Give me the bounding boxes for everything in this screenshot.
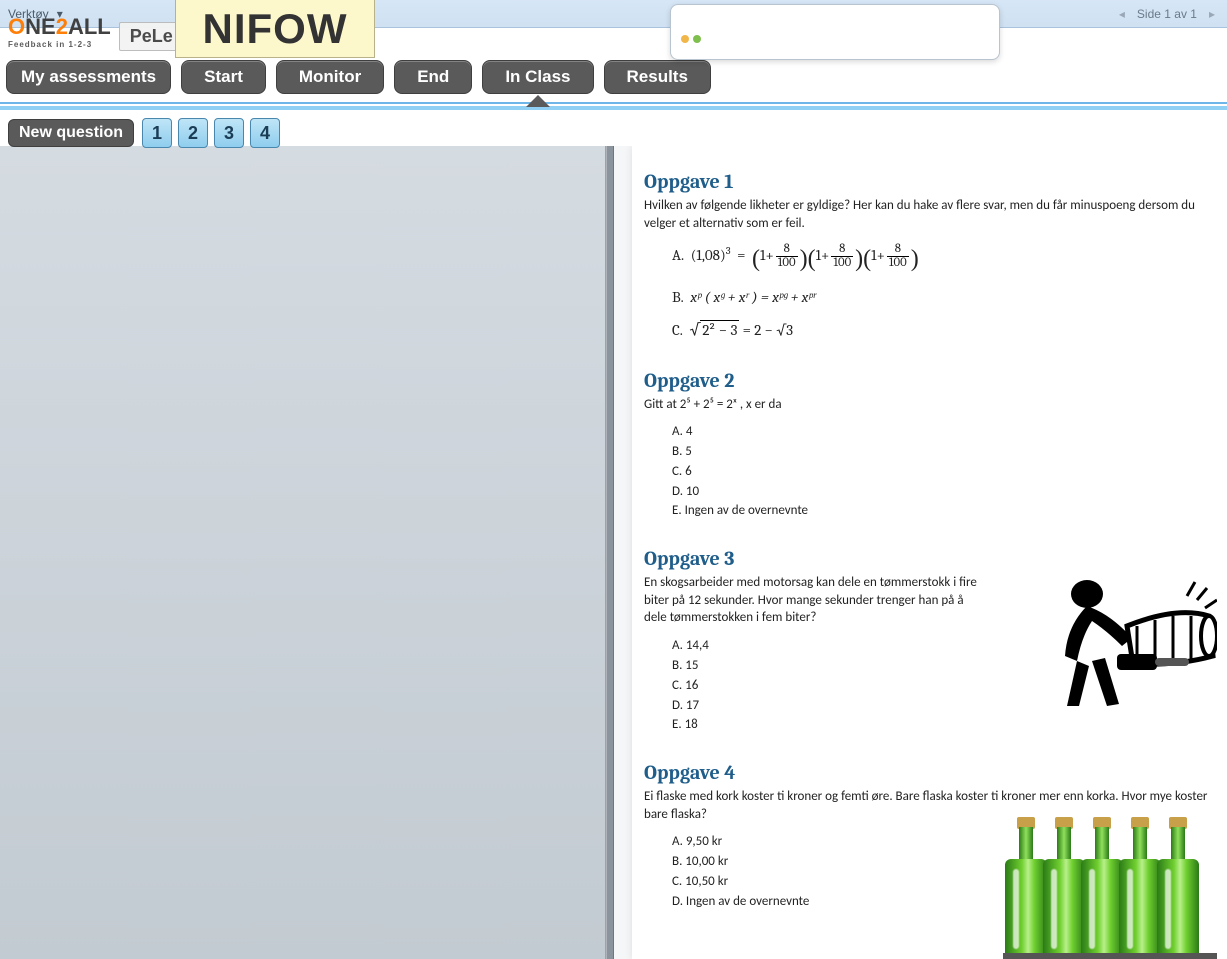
bottle-4 [1119, 809, 1161, 959]
new-question-button[interactable]: New question [8, 119, 134, 147]
opp1-option-c: C. √2² − 3 = 2 − √3 [672, 319, 1211, 343]
opp3-option-4: E. 18 [672, 716, 1211, 735]
bottles-shelf [1003, 953, 1217, 959]
tab-start[interactable]: Start [181, 60, 266, 94]
opp1-title: Oppgave 1 [644, 170, 1211, 193]
opp2-option-4: E. Ingen av de overnevnte [672, 502, 1211, 521]
main-split: Oppgave 1 Hvilken av følgende likheter e… [0, 146, 1227, 959]
split-gutter[interactable] [606, 146, 614, 959]
brand-logo: ONE2ALL Feedback in 1-2-3 [8, 18, 111, 54]
blue-divider [0, 106, 1227, 110]
opp4-title: Oppgave 4 [644, 761, 1211, 784]
opp2-option-3: D. 10 [672, 483, 1211, 502]
document-page: Oppgave 1 Hvilken av følgende likheter e… [632, 146, 1227, 959]
nav-tabs: My assessments Start Monitor End In Class Res… [0, 56, 1227, 104]
popup-dot-1 [681, 35, 689, 43]
question-number-2[interactable]: 2 [178, 118, 208, 148]
opp2-option-0: A. 4 [672, 423, 1211, 442]
question-number-4[interactable]: 4 [250, 118, 280, 148]
opp2-option-2: C. 6 [672, 463, 1211, 482]
popup-dot-2 [693, 35, 701, 43]
floating-popup[interactable] [670, 4, 1000, 60]
tab-in-class[interactable]: In Class [482, 60, 593, 94]
tab-results[interactable]: Results [604, 60, 711, 94]
lumberjack-illustration [1037, 566, 1217, 716]
question-row: New question 1234 [0, 114, 1227, 152]
opp1-option-b: B. xᵖ ( xᵍ + xʳ ) = xᵖᵍ + xᵖʳ [672, 287, 1211, 309]
bottle-3 [1081, 809, 1123, 959]
opp2-option-1: B. 5 [672, 443, 1211, 462]
brand-pele-badge: PeLe [119, 22, 184, 51]
opp1-option-a: A. (1,08)3 = (1+8100)(1+8100)(1+8100) [672, 242, 1211, 277]
question-number-3[interactable]: 3 [214, 118, 244, 148]
bottle-1 [1005, 809, 1047, 959]
tab-my-assessments[interactable]: My assessments [6, 60, 171, 94]
opp1-options: A. (1,08)3 = (1+8100)(1+8100)(1+8100) B.… [672, 242, 1211, 342]
bottles-illustration [1005, 799, 1215, 959]
opp2-title: Oppgave 2 [644, 369, 1211, 392]
opp2-text: Gitt at 2⁵ + 2⁵ = 2ˣ , x er da [644, 396, 1211, 414]
tab-monitor[interactable]: Monitor [276, 60, 384, 94]
bottle-5 [1157, 809, 1199, 959]
opp2-options: A. 4B. 5C. 6D. 10E. Ingen av de overnevn… [672, 423, 1211, 521]
opp3-text: En skogsarbeider med motorsag kan dele e… [644, 574, 984, 627]
question-number-1[interactable]: 1 [142, 118, 172, 148]
tab-end[interactable]: End [394, 60, 472, 94]
nifow-title-plate: NIFOW [175, 0, 375, 58]
document-pane: Oppgave 1 Hvilken av følgende likheter e… [614, 146, 1227, 959]
opp1-text: Hvilken av følgende likheter er gyldige?… [644, 197, 1211, 232]
left-empty-pane [0, 146, 606, 959]
bottle-2 [1043, 809, 1085, 959]
